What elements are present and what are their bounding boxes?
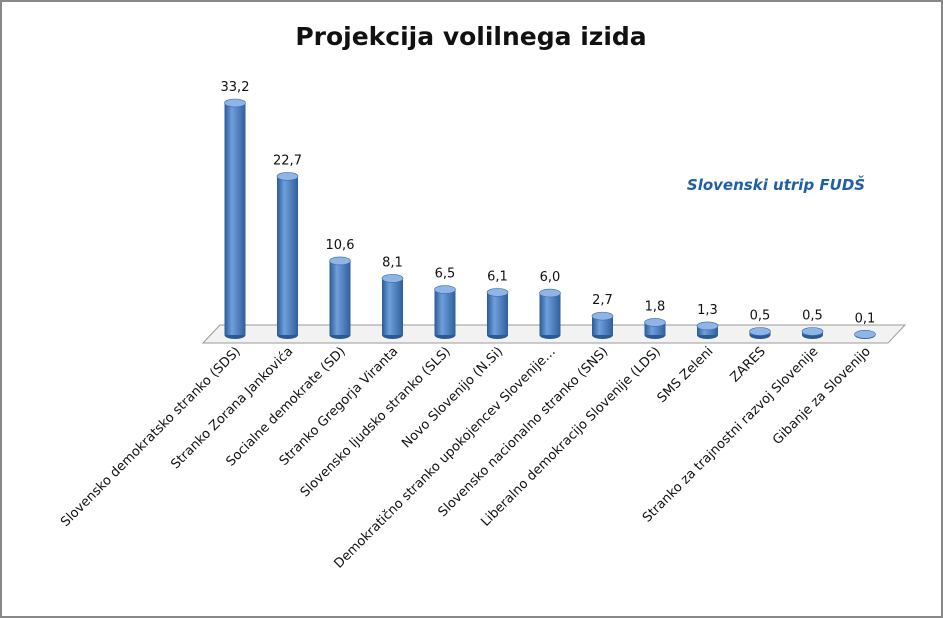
value-label: 8,1 bbox=[382, 255, 403, 270]
value-label: 33,2 bbox=[221, 80, 250, 95]
bar bbox=[592, 316, 613, 335]
annotation: Slovenski utrip FUDŠ bbox=[687, 174, 865, 194]
value-label: 0,5 bbox=[750, 309, 771, 324]
bar bbox=[434, 289, 456, 335]
bar-top bbox=[696, 321, 719, 331]
bar-top bbox=[749, 327, 771, 336]
value-label: 6,5 bbox=[435, 267, 456, 282]
bar bbox=[697, 325, 718, 335]
value-label: 0,5 bbox=[802, 309, 823, 324]
bar-top bbox=[644, 318, 666, 327]
value-label: 1,3 bbox=[697, 303, 718, 318]
bar-top bbox=[381, 274, 404, 283]
bar bbox=[277, 176, 298, 335]
bar-top bbox=[591, 311, 614, 321]
bar-top bbox=[486, 288, 509, 297]
bar-top bbox=[801, 327, 824, 336]
bar bbox=[382, 278, 403, 335]
value-label: 10,6 bbox=[326, 238, 355, 253]
value-label: 6,1 bbox=[487, 269, 508, 284]
bar-top bbox=[539, 288, 561, 298]
value-label: 1,8 bbox=[645, 299, 666, 314]
bar bbox=[487, 292, 508, 335]
bar-top bbox=[329, 256, 351, 266]
bar bbox=[329, 260, 351, 335]
bar-top bbox=[224, 98, 246, 108]
value-label: 22,7 bbox=[273, 153, 302, 168]
bar-top bbox=[854, 330, 876, 339]
chart-title: Projekcija volilnega izida bbox=[295, 22, 646, 51]
bar-top bbox=[276, 172, 299, 181]
bar bbox=[539, 293, 561, 335]
value-label: 2,7 bbox=[592, 293, 613, 308]
value-label: 6,0 bbox=[540, 270, 561, 285]
bar-top bbox=[434, 285, 456, 294]
value-label: 0,1 bbox=[855, 311, 876, 326]
bar bbox=[224, 103, 246, 335]
